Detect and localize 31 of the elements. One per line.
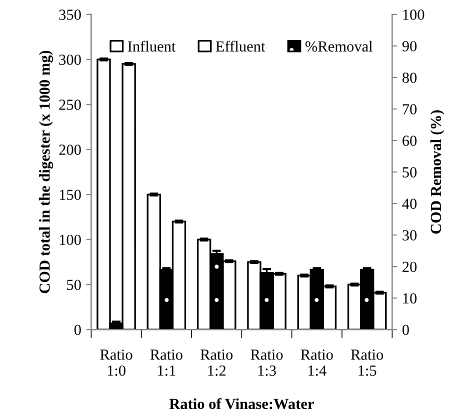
y-tick-label: 100 (60, 234, 81, 245)
legend-label: Influent (128, 40, 176, 52)
x-tick-label: Ratio 1:4 (300, 350, 333, 376)
y2-tick-label: 50 (402, 167, 417, 178)
legend-label: Effluent (216, 40, 266, 52)
y2-tick-label: 30 (402, 230, 417, 240)
y-axis-title: COD total in the digester (x 1000 mg) (39, 50, 54, 294)
y2-axis-title: COD Removal (%) (430, 110, 444, 234)
x-tick-label: Ratio 1:3 (250, 350, 283, 376)
y-tick-label: 200 (59, 144, 81, 155)
y2-tick-label: 40 (402, 198, 417, 209)
y-tick-label: 150 (60, 190, 81, 200)
y2-tick-label: 60 (402, 136, 417, 146)
y2-tick-label: 80 (402, 72, 417, 83)
y-tick-label: 350 (59, 10, 81, 20)
x-tick-label: Ratio 1:2 (200, 350, 233, 376)
y-tick-label: 300 (59, 54, 81, 65)
y2-tick-label: 90 (402, 41, 417, 52)
x-tick-label: Ratio 1:0 (100, 350, 132, 376)
legend-label: %Removal (305, 40, 373, 52)
y-tick-label: 0 (74, 324, 81, 336)
y2-tick-label: 10 (403, 293, 417, 304)
y-tick-label: 250 (59, 100, 81, 110)
y-tick-label: 50 (67, 280, 81, 290)
x-tick-label: Ratio 1:1 (150, 350, 182, 376)
y2-tick-label: 20 (402, 262, 417, 272)
y2-tick-label: 100 (403, 10, 424, 20)
x-tick-label: Ratio 1:5 (350, 350, 384, 376)
y2-tick-label: 70 (402, 104, 417, 114)
y2-tick-label: 0 (402, 324, 409, 336)
x-axis-title: Ratio of Vinase:Water (169, 398, 314, 410)
